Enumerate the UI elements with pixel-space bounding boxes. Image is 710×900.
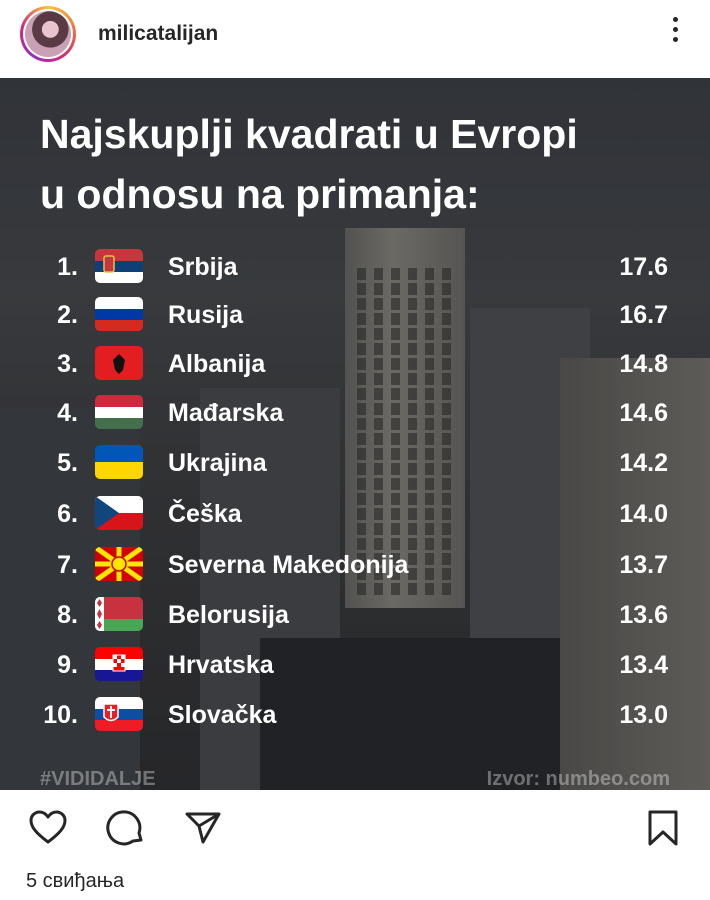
list-item: 7. Severna Makedonija 13.7 xyxy=(0,542,710,588)
flag-serbia-icon xyxy=(95,249,143,283)
bookmark-icon[interactable] xyxy=(644,808,684,848)
post-hashtag: #VIDIDALJE xyxy=(40,768,156,790)
post-image: Najskuplji kvadrati u Evropi u odnosu na… xyxy=(0,78,710,790)
source-label: Izvor: numbeo.com xyxy=(486,768,670,790)
comment-icon[interactable] xyxy=(106,808,146,848)
list-item: 6. Češka 14.0 xyxy=(0,491,710,537)
flag-russia-icon xyxy=(95,297,143,331)
list-item: 3. Albanija 14.8 xyxy=(0,341,710,387)
flag-ukraine-icon xyxy=(95,445,143,479)
flag-albania-icon xyxy=(95,346,143,380)
flag-hungary-icon xyxy=(95,395,143,429)
flag-croatia-icon xyxy=(95,647,143,681)
flag-czechia-icon xyxy=(95,496,143,530)
post-header: milicatalijan xyxy=(0,0,710,78)
list-item: 9. Hrvatska 13.4 xyxy=(0,642,710,688)
heart-icon[interactable] xyxy=(28,808,68,848)
list-item: 8. Belorusija 13.6 xyxy=(0,592,710,638)
flag-belarus-icon xyxy=(95,597,143,631)
flag-north-macedonia-icon xyxy=(95,547,143,581)
post-actions xyxy=(0,800,710,856)
likes-count[interactable]: 5 свиђања xyxy=(26,870,125,892)
username[interactable]: milicatalijan xyxy=(98,22,219,45)
list-item: 1. Srbija 17.6 xyxy=(0,244,710,290)
flag-slovakia-icon xyxy=(95,697,143,731)
avatar[interactable] xyxy=(20,6,76,62)
list-item: 2. Rusija 16.7 xyxy=(0,292,710,338)
post-title: Najskuplji kvadrati u Evropi u odnosu na… xyxy=(40,111,578,217)
send-icon[interactable] xyxy=(183,808,223,848)
more-vertical-icon[interactable] xyxy=(672,17,680,51)
list-item: 5. Ukrajina 14.2 xyxy=(0,440,710,486)
list-item: 10. Slovačka 13.0 xyxy=(0,692,710,738)
list-item: 4. Mađarska 14.6 xyxy=(0,390,710,436)
